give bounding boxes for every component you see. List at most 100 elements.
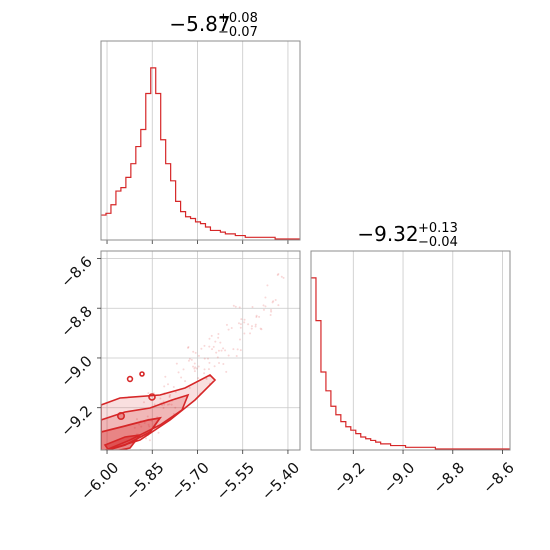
x-tick-label: −5.55: [213, 459, 258, 504]
scatter-point: [203, 372, 206, 375]
scatter-point: [147, 423, 150, 426]
scatter-point: [190, 358, 193, 361]
title-param-2-main: −9.32: [357, 222, 418, 246]
scatter-point: [217, 349, 220, 352]
x-tick-label: −8.6: [479, 459, 517, 497]
scatter-point: [225, 323, 228, 326]
scatter-point: [168, 396, 171, 399]
x-tick-label: −9.2: [330, 459, 368, 497]
scatter-point: [193, 370, 196, 373]
scatter-point: [177, 371, 180, 374]
scatter-point: [168, 403, 171, 406]
scatter-point: [255, 314, 258, 317]
x-tick-label: −5.85: [122, 459, 167, 504]
scatter-point: [133, 426, 136, 429]
scatter-point: [220, 349, 223, 352]
scatter-point: [215, 351, 218, 354]
contour-island: [148, 393, 156, 401]
scatter-point: [192, 350, 195, 353]
scatter-point: [282, 276, 285, 279]
scatter-point: [227, 328, 230, 331]
x-tick-label: −5.40: [258, 459, 303, 504]
title-param-2-sup: +0.13: [418, 221, 458, 236]
title-param-1-main: −5.87: [169, 12, 230, 36]
scatter-point: [203, 357, 206, 360]
scatter-point: [243, 321, 246, 324]
scatter-point: [251, 305, 254, 308]
scatter-point: [148, 425, 151, 428]
joint-plot-area: [101, 272, 285, 450]
scatter-point: [203, 344, 206, 347]
scatter-point: [172, 386, 175, 389]
scatter-point: [222, 347, 225, 350]
scatter-point: [232, 348, 235, 351]
scatter-point: [212, 345, 215, 348]
scatter-point: [219, 341, 222, 344]
scatter-point: [197, 377, 200, 380]
axes-frame: [100, 250, 301, 451]
scatter-point: [239, 326, 242, 329]
scatter-point: [262, 304, 265, 307]
scatter-point: [195, 367, 198, 370]
scatter-point: [197, 354, 200, 357]
scatter-point: [167, 383, 170, 386]
histogram-param-2-bars: [311, 277, 510, 450]
scatter-point: [262, 308, 265, 311]
scatter-point: [208, 361, 211, 364]
scatter-point: [207, 368, 210, 371]
joint-distribution-panel: −6.00 −5.85 −5.70 −5.55 −5.40 −8.6 −8.8 −9.0 −9.…: [57, 250, 303, 504]
scatter-point: [272, 300, 275, 303]
scatter-point: [217, 336, 220, 339]
scatter-point: [175, 362, 178, 365]
scatter-point: [182, 368, 185, 371]
scatter-point: [135, 418, 138, 421]
scatter-point: [225, 370, 228, 373]
scatter-point: [234, 305, 237, 308]
scatter-point: [232, 304, 235, 307]
scatter-point: [222, 362, 225, 365]
scatter-point: [163, 403, 166, 406]
scatter-point: [159, 397, 162, 400]
scatter-point: [145, 437, 148, 440]
scatter-point: [208, 337, 211, 340]
title-param-1-sup: +0.08: [218, 11, 258, 26]
scatter-point: [277, 304, 280, 307]
scatter-point: [264, 296, 267, 299]
scatter-point: [276, 274, 279, 277]
scatter-point: [194, 366, 197, 369]
scatter-point: [230, 326, 233, 329]
title-param-2-sub: −0.04: [418, 235, 458, 250]
scatter-point: [243, 332, 246, 335]
scatter-point: [237, 322, 240, 325]
contour-island: [139, 371, 145, 377]
y-tick-label: −9.0: [57, 352, 95, 390]
scatter-point: [254, 325, 257, 328]
scatter-point: [170, 403, 173, 406]
scatter-point: [169, 393, 172, 396]
scatter-point: [143, 421, 146, 424]
scatter-point: [227, 354, 230, 357]
scatter-point: [236, 348, 239, 351]
scatter-point: [197, 365, 200, 368]
scatter-point: [213, 365, 216, 368]
scatter-point: [258, 315, 261, 318]
scatter-point: [208, 345, 211, 348]
contour-core: [103, 433, 142, 450]
scatter-point: [217, 333, 220, 336]
scatter-point: [200, 347, 203, 350]
x-tick-label: −8.8: [430, 459, 468, 497]
y-tick-label: −8.8: [57, 302, 95, 340]
contour-island: [117, 411, 126, 420]
title-param-1: −5.87: [169, 12, 230, 36]
axes-frame: [100, 40, 301, 241]
scatter-point: [162, 400, 165, 403]
histogram-param-1: [100, 40, 301, 244]
scatter-point: [240, 318, 243, 321]
scatter-point: [187, 359, 190, 362]
scatter-point: [277, 272, 280, 275]
scatter-point: [224, 349, 227, 352]
scatter-point: [238, 338, 241, 341]
scatter-point: [203, 368, 206, 371]
title-param-1-sub: −0.07: [218, 25, 258, 40]
scatter-point: [194, 351, 197, 354]
